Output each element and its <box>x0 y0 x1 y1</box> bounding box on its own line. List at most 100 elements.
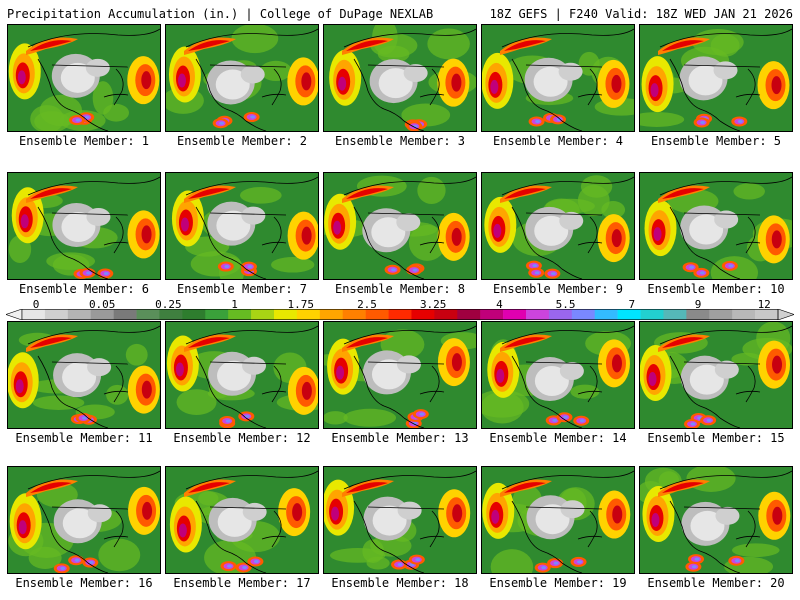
colorbar-tick-label: 0 <box>32 298 40 311</box>
colorbar-segment <box>503 309 527 320</box>
colorbar-segment <box>594 309 618 320</box>
ensemble-member-label: Ensemble Member: 17 <box>173 576 311 590</box>
ensemble-map-19 <box>481 466 635 574</box>
colorbar-segment <box>296 309 321 320</box>
precip-map-graphic <box>640 322 792 428</box>
ensemble-map-7 <box>165 172 319 280</box>
precip-colorbar: 0 0.05 0.25 1 1.75 2.5 3.25 4 5.5 7 9 12 <box>6 298 794 320</box>
ensemble-map-6 <box>7 172 161 280</box>
ensemble-map-4 <box>481 24 635 132</box>
precip-map-graphic <box>482 173 634 279</box>
ensemble-map-10 <box>639 172 793 280</box>
ensemble-member-label: Ensemble Member: 18 <box>331 576 469 590</box>
ensemble-member-label: Ensemble Member: 13 <box>331 431 469 445</box>
colorbar-segment <box>411 309 435 320</box>
ensemble-member-label: Ensemble Member: 11 <box>15 431 153 445</box>
ensemble-member-label: Ensemble Member: 14 <box>489 431 627 445</box>
precip-map-graphic <box>324 467 476 573</box>
colorbar-segment <box>663 309 687 320</box>
colorbar-scale <box>6 309 794 320</box>
colorbar-segment <box>480 309 504 320</box>
precip-map-graphic <box>482 467 634 573</box>
ensemble-member-label: Ensemble Member: 9 <box>492 282 624 296</box>
precip-map-graphic <box>8 467 160 573</box>
precip-map-graphic <box>640 173 792 279</box>
colorbar-tick-label: 9 <box>694 298 702 311</box>
ensemble-member-label: Ensemble Member: 8 <box>334 282 466 296</box>
colorbar-segment <box>22 309 46 320</box>
run-valid-time: 18Z GEFS | F240 Valid: 18Z WED JAN 21 20… <box>489 7 793 21</box>
colorbar-tick-label: 12 <box>757 298 771 311</box>
precip-map-graphic <box>8 173 160 279</box>
ensemble-member-label: Ensemble Member: 16 <box>15 576 153 590</box>
precip-map-graphic <box>166 25 318 131</box>
colorbar-segment <box>388 309 412 320</box>
precip-map-graphic <box>166 173 318 279</box>
precip-map-graphic <box>640 467 792 573</box>
ensemble-member-label: Ensemble Member: 2 <box>176 134 308 148</box>
ensemble-map-14 <box>481 321 635 429</box>
ensemble-member-label: Ensemble Member: 1 <box>18 134 150 148</box>
colorbar-segment <box>709 309 733 320</box>
ensemble-map-3 <box>323 24 477 132</box>
precip-map-graphic <box>8 322 160 428</box>
colorbar-segment <box>251 309 275 320</box>
colorbar-tick-label: 0.05 <box>88 298 116 311</box>
ensemble-map-18 <box>323 466 477 574</box>
colorbar-tick-label: 3.25 <box>419 298 447 311</box>
colorbar-segment <box>182 309 206 320</box>
ensemble-member-label: Ensemble Member: 7 <box>176 282 308 296</box>
precip-map-graphic <box>166 467 318 573</box>
ensemble-map-9 <box>481 172 635 280</box>
ensemble-map-16 <box>7 466 161 574</box>
colorbar-tick-label: 1.75 <box>287 298 315 311</box>
colorbar-segment <box>228 309 252 320</box>
colorbar-tick-label: 7 <box>628 298 636 311</box>
ensemble-member-label: Ensemble Member: 19 <box>489 576 627 590</box>
colorbar-segment <box>617 309 641 320</box>
ensemble-member-label: Ensemble Member: 5 <box>650 134 782 148</box>
colorbar-tick-label: 0.25 <box>155 298 182 311</box>
precip-map-graphic <box>324 322 476 428</box>
precip-map-graphic <box>482 322 634 428</box>
colorbar-tick-label: 4 <box>496 298 503 311</box>
ensemble-member-label: Ensemble Member: 4 <box>492 134 624 148</box>
colorbar-ticks: 0 0.05 0.25 1 1.75 2.5 3.25 4 5.5 7 9 12 <box>6 298 794 311</box>
map-title: Precipitation Accumulation (in.) | Colle… <box>7 7 434 21</box>
ensemble-member-label: Ensemble Member: 12 <box>173 431 311 445</box>
ensemble-map-11 <box>7 321 161 429</box>
colorbar-segment <box>342 309 366 320</box>
ensemble-map-13 <box>323 321 477 429</box>
precip-map-graphic <box>166 322 318 428</box>
colorbar-tick-label: 1 <box>231 298 238 311</box>
colorbar-segment <box>640 309 664 320</box>
colorbar-segment <box>571 309 596 320</box>
ensemble-map-20 <box>639 466 793 574</box>
colorbar-segment <box>457 309 481 320</box>
ensemble-member-label: Ensemble Member: 3 <box>334 134 466 148</box>
ensemble-member-label: Ensemble Member: 10 <box>647 282 785 296</box>
precip-map-graphic <box>324 25 476 131</box>
ensemble-map-2 <box>165 24 319 132</box>
colorbar-segment <box>548 309 573 320</box>
ensemble-map-1 <box>7 24 161 132</box>
colorbar-segment <box>205 309 229 320</box>
precip-map-graphic <box>324 173 476 279</box>
colorbar-segment <box>434 309 458 320</box>
colorbar-segment <box>526 309 550 320</box>
colorbar-segment <box>159 309 183 320</box>
colorbar-segment <box>44 309 69 320</box>
colorbar-segment <box>274 309 298 320</box>
colorbar-segment <box>90 309 114 320</box>
colorbar-segment <box>113 309 137 320</box>
ensemble-map-17 <box>165 466 319 574</box>
colorbar-segment <box>365 309 389 320</box>
colorbar-tick-label: 5.5 <box>555 298 576 311</box>
colorbar-segment <box>136 309 160 320</box>
ensemble-map-8 <box>323 172 477 280</box>
ensemble-map-5 <box>639 24 793 132</box>
precip-map-graphic <box>482 25 634 131</box>
colorbar-segment <box>319 309 344 320</box>
colorbar-segment <box>755 309 779 320</box>
ensemble-member-label: Ensemble Member: 20 <box>647 576 785 590</box>
